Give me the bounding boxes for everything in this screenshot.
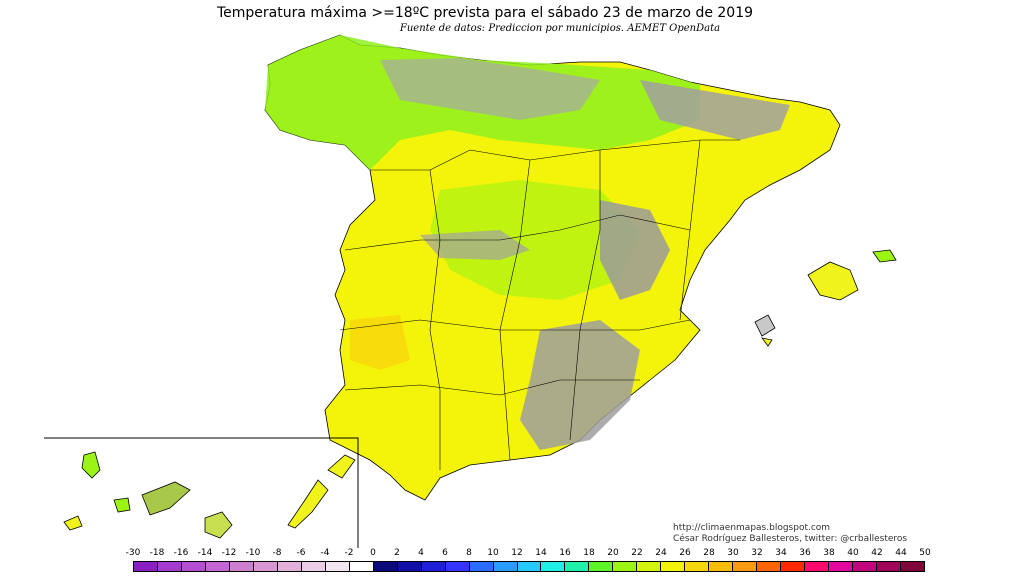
- legend-tick-label: -6: [296, 548, 306, 558]
- legend-tick-label: 40: [847, 548, 859, 558]
- legend-bar: [133, 561, 925, 572]
- el-hierro: [63, 515, 83, 531]
- legend-tick-label: 18: [583, 548, 595, 558]
- legend-tick-label: 38: [823, 548, 835, 558]
- legend-swatch: [325, 562, 350, 571]
- legend-tick-label: 50: [919, 548, 931, 558]
- legend-swatch: [134, 562, 158, 571]
- legend-tick-label: 0: [370, 548, 376, 558]
- legend-swatch: [229, 562, 254, 571]
- legend-swatch: [541, 562, 566, 571]
- legend-tick-label: -8: [272, 548, 282, 558]
- legend-tick-label: 10: [487, 548, 499, 558]
- legend-tick-label: 28: [703, 548, 715, 558]
- legend-swatch: [253, 562, 278, 571]
- map-title: Temperatura máxima >=18ºC prevista para …: [216, 5, 754, 21]
- legend-tick-label: -30: [125, 548, 141, 558]
- legend-swatch: [853, 562, 878, 571]
- legend-swatch: [733, 562, 758, 571]
- legend-swatch: [397, 562, 422, 571]
- legend-tick-label: -14: [197, 548, 213, 558]
- legend-swatch: [781, 562, 806, 571]
- grey-zone-central: [420, 230, 530, 260]
- legend-swatch: [709, 562, 734, 571]
- legend-tick-label: -2: [344, 548, 354, 558]
- legend-tick-label: 22: [631, 548, 643, 558]
- grey-zone-southeast: [520, 320, 640, 450]
- warm-zone-southwest: [350, 315, 410, 370]
- inset-frame: [44, 437, 359, 548]
- legend-tick-label: 26: [679, 548, 691, 558]
- legend-swatch: [757, 562, 782, 571]
- lanzarote: [327, 454, 356, 479]
- legend-tick-label: -4: [320, 548, 330, 558]
- legend-tick-label: 16: [559, 548, 571, 558]
- credit-url: http://climaenmapas.blogspot.com: [673, 523, 831, 533]
- legend-tick-label: 24: [655, 548, 667, 558]
- legend-swatch: [661, 562, 686, 571]
- legend-swatch: [877, 562, 901, 571]
- legend-tick-label: 42: [871, 548, 883, 558]
- gran-canaria: [204, 511, 233, 539]
- legend-swatch: [421, 562, 446, 571]
- legend-swatch: [277, 562, 302, 571]
- grey-zone-cantabrian: [380, 58, 600, 120]
- legend-tick-label: -18: [149, 548, 165, 558]
- legend-swatch: [613, 562, 638, 571]
- legend-swatch: [349, 562, 374, 571]
- legend-swatch: [181, 562, 206, 571]
- legend-labels: -30 -18 -16 -14 -12 -10 -8 -6 -4 -2 0 2 4 6 8 10 12 14 16 1…: [0, 548, 1024, 560]
- la-palma: [81, 451, 101, 479]
- legend-tick-label: -12: [221, 548, 237, 558]
- legend-tick-label: 34: [775, 548, 787, 558]
- canarias-inset: [44, 437, 359, 548]
- legend-swatch: [901, 562, 924, 571]
- province-borders: [339, 139, 740, 470]
- legend-swatch: [301, 562, 326, 571]
- legend-swatch: [205, 562, 230, 571]
- legend-swatch: [445, 562, 470, 571]
- legend-swatch: [829, 562, 854, 571]
- legend-tick-label: 2: [394, 548, 400, 558]
- legend-tick-label: 20: [607, 548, 619, 558]
- grey-zone-iberian: [600, 200, 670, 300]
- baleares: [754, 249, 897, 347]
- legend-swatch: [517, 562, 542, 571]
- legend-swatch: [685, 562, 710, 571]
- legend-tick-label: 30: [727, 548, 739, 558]
- credit-author: César Rodríguez Ballesteros, twitter: @c…: [673, 534, 908, 544]
- legend-tick-label: 8: [466, 548, 472, 558]
- legend-tick-label: 44: [895, 548, 907, 558]
- grey-zone-pyrenees: [640, 80, 790, 140]
- legend-tick-label: 4: [418, 548, 424, 558]
- legend-swatch: [637, 562, 662, 571]
- legend-swatch: [493, 562, 518, 571]
- mallorca: [807, 261, 859, 301]
- legend-swatch: [157, 562, 182, 571]
- legend-swatch: [469, 562, 494, 571]
- map-subtitle: Fuente de datos: Prediccion por municipi…: [399, 23, 721, 34]
- legend-swatch: [589, 562, 614, 571]
- legend-tick-label: -10: [245, 548, 261, 558]
- legend-tick-label: 12: [511, 548, 523, 558]
- legend-tick-label: 32: [751, 548, 763, 558]
- peninsula: [264, 34, 841, 501]
- ibiza: [754, 314, 776, 337]
- la-gomera: [113, 497, 131, 513]
- legend-tick-label: 14: [535, 548, 547, 558]
- legend-swatch: [373, 562, 398, 571]
- menorca: [872, 249, 897, 263]
- legend-swatch: [805, 562, 830, 571]
- legend-tick-label: 36: [799, 548, 811, 558]
- green-zone-center: [430, 180, 640, 300]
- tenerife: [141, 481, 191, 516]
- formentera: [761, 337, 773, 347]
- fuerteventura: [287, 479, 329, 529]
- legend-tick-label: -16: [173, 548, 189, 558]
- legend-tick-label: 6: [442, 548, 448, 558]
- legend-swatch: [565, 562, 590, 571]
